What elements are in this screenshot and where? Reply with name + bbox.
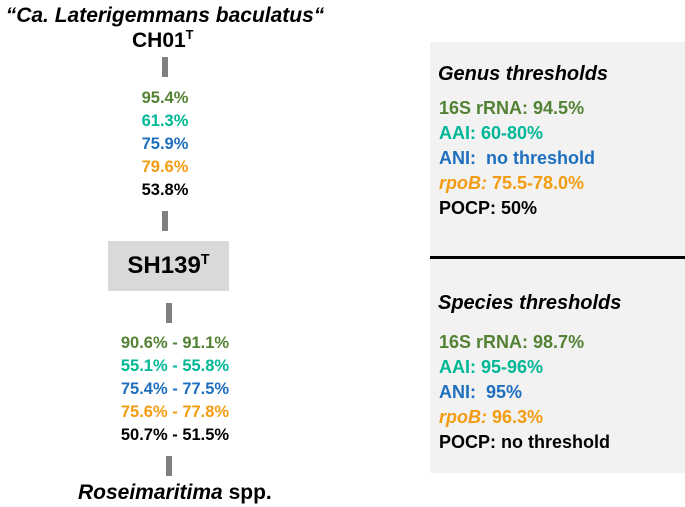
species-thresholds-list: 16S rRNA: 98.7% AAI: 95-96% ANI: 95% rpo… xyxy=(439,330,610,455)
connector-top xyxy=(162,57,168,77)
reference-strain-label: CH01T xyxy=(132,28,194,52)
lower-value-pocp: 50.7% - 51.5% xyxy=(120,426,230,444)
connector-lower-mid xyxy=(166,303,172,323)
species-threshold-16s: 16S rRNA: 98.7% xyxy=(439,332,585,352)
upper-value-pocp: 53.8% xyxy=(141,181,189,199)
lower-value-aai: 55.1% - 55.8% xyxy=(120,357,230,375)
upper-value-16s: 95.4% xyxy=(141,89,189,107)
genus-threshold-16s: 16S rRNA: 94.5% xyxy=(439,98,585,118)
genus-threshold-ani: ANI: no threshold xyxy=(439,148,595,168)
genus-thresholds-list: 16S rRNA: 94.5% AAI: 60-80% ANI: no thre… xyxy=(439,96,595,221)
genus-threshold-aai: AAI: 60-80% xyxy=(439,123,544,143)
genus-threshold-pocp: POCP: 50% xyxy=(439,198,538,218)
species-threshold-ani: ANI: 95% xyxy=(439,382,523,402)
upper-values-list: 95.4% 61.3% 75.9% 79.6% 53.8% xyxy=(60,87,270,202)
species-threshold-aai: AAI: 95-96% xyxy=(439,357,544,377)
lower-values-list: 90.6% - 91.1% 55.1% - 55.8% 75.4% - 77.5… xyxy=(70,332,280,447)
central-strain-box: SH139T xyxy=(108,241,229,291)
connector-upper-mid xyxy=(162,211,168,231)
genus-thresholds-heading: Genus thresholds xyxy=(438,63,609,85)
genus-threshold-rpob: rpoB: 75.5-78.0% xyxy=(439,173,585,193)
lower-value-rpob: 75.6% - 77.8% xyxy=(120,403,230,421)
species-threshold-pocp: POCP: no threshold xyxy=(439,432,611,452)
panel-divider xyxy=(430,256,685,259)
upper-value-rpob: 79.6% xyxy=(141,158,189,176)
connector-bottom xyxy=(166,456,172,476)
species-thresholds-heading: Species thresholds xyxy=(438,292,622,314)
species-threshold-rpob: rpoB: 96.3% xyxy=(439,407,544,427)
reference-species-name: “Ca. Laterigemmans baculatus“ xyxy=(5,4,325,27)
lower-value-16s: 90.6% - 91.1% xyxy=(120,334,230,352)
upper-value-ani: 75.9% xyxy=(141,135,189,153)
upper-value-aai: 61.3% xyxy=(141,112,189,130)
genus-species-label: Roseimaritima spp. xyxy=(78,481,272,504)
lower-value-ani: 75.4% - 77.5% xyxy=(120,380,230,398)
